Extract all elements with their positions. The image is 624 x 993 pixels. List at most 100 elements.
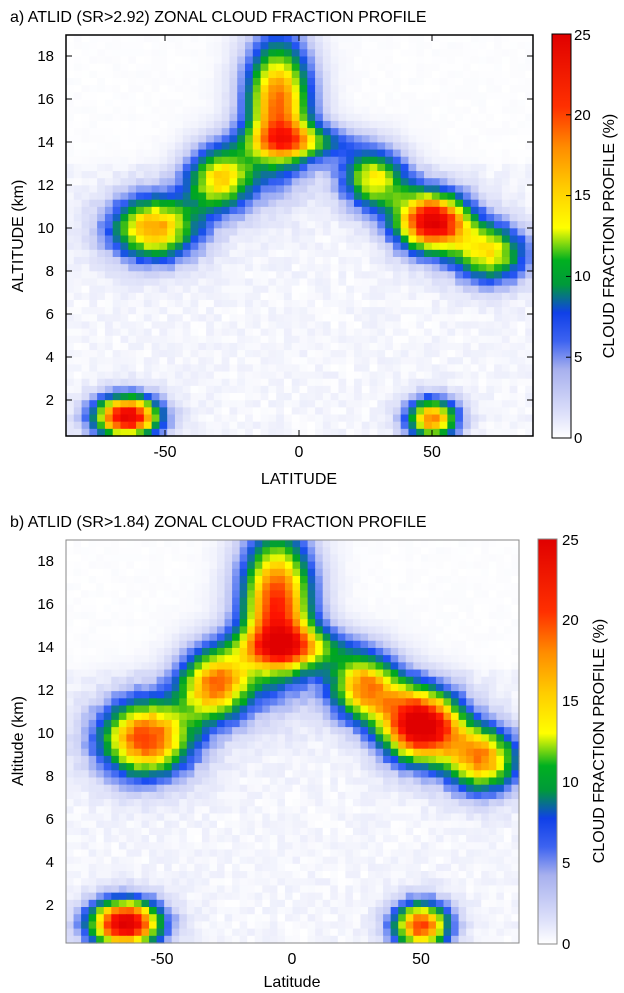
panel-b-heatmap-cell	[511, 590, 520, 599]
panel-a-heatmap-cell	[159, 414, 168, 423]
panel-a-heatmap-cell	[392, 49, 402, 58]
panel-a-heatmap-cell	[455, 199, 464, 208]
panel-a-heatmap-cell	[361, 199, 371, 208]
panel-a-heatmap-cell	[416, 371, 425, 380]
panel-b-heatmap-cell	[443, 662, 452, 671]
panel-a-heatmap-cell	[268, 421, 277, 430]
panel-a-heatmap-cell	[136, 393, 145, 401]
panel-a-heatmap-cell	[252, 378, 262, 387]
panel-a-heatmap-cell	[206, 128, 215, 136]
panel-a-heatmap-cell	[276, 85, 285, 93]
panel-b-heatmap-cell	[141, 568, 150, 577]
panel-b-heatmap-cell	[420, 655, 429, 663]
panel-a-heatmap-cell	[245, 120, 254, 129]
panel-a-heatmap-cell	[431, 70, 441, 79]
panel-a-heatmap-cell	[159, 342, 168, 351]
panel-b-heatmap-cell	[496, 575, 505, 584]
panel-a-heatmap-cell	[151, 385, 160, 394]
panel-a-heatmap-cell	[509, 400, 519, 408]
panel-a-heatmap-cell	[322, 364, 332, 373]
panel-a-heatmap-cell	[447, 178, 456, 186]
panel-a-heatmap-cell	[385, 407, 394, 416]
panel-b-heatmap-cell	[269, 662, 278, 671]
panel-b-heatmap-cell	[194, 662, 203, 671]
panel-a-heatmap-cell	[245, 371, 254, 380]
panel-b-heatmap-cell	[103, 554, 112, 563]
panel-b-heatmap-cell	[88, 547, 97, 555]
panel-a-heatmap-cell	[190, 156, 199, 165]
panel-b-heatmap-cell	[247, 626, 256, 635]
panel-a-heatmap-cell	[385, 321, 394, 330]
panel-a-heatmap-cell	[245, 128, 254, 136]
panel-a-heatmap-cell	[260, 156, 269, 165]
panel-b-heatmap-cell	[352, 655, 362, 663]
panel-a-heatmap-cell	[73, 42, 83, 50]
panel-a-heatmap-cell	[128, 99, 137, 108]
panel-a-heatmap-cell	[221, 385, 231, 394]
panel-a-heatmap-cell	[66, 135, 75, 144]
panel-b-heatmap-cell	[481, 683, 490, 692]
panel-b-heatmap-cell	[466, 540, 475, 548]
panel-a-heatmap-cell	[143, 56, 153, 65]
panel-a-heatmap-cell	[478, 235, 487, 244]
panel-a-heatmap-cell	[346, 342, 355, 351]
panel-b-heatmap-cell	[73, 604, 82, 613]
panel-b-heatmap-cell	[284, 698, 294, 707]
panel-b-heatmap-cell	[269, 676, 278, 685]
panel-a-heatmap-cell	[338, 56, 347, 65]
panel-b-heatmap-cell	[111, 561, 120, 570]
panel-b-heatmap-cell	[322, 691, 331, 699]
panel-b-heatmap-cell	[420, 604, 429, 613]
panel-a-heatmap-cell	[182, 135, 192, 144]
panel-b-heatmap-cell	[66, 568, 75, 577]
panel-a-heatmap-cell	[369, 128, 378, 136]
panel-a-heatmap-cell	[229, 371, 238, 380]
panel-a-heatmap-cell	[190, 235, 199, 244]
panel-a-heatmap-cell	[97, 106, 106, 115]
panel-a-heatmap-cell	[307, 185, 316, 194]
panel-a-heatmap-cell	[151, 321, 160, 330]
panel-a-heatmap-cell	[252, 428, 262, 437]
panel-a-heatmap-cell	[369, 364, 378, 373]
panel-a-heatmap-cell	[252, 106, 262, 115]
panel-b-heatmap-cell	[81, 611, 90, 620]
panel-a-heatmap-cell	[97, 113, 106, 122]
panel-a-heatmap-cell	[299, 414, 308, 423]
panel-b-heatmap-cell	[368, 568, 377, 577]
panel-a-heatmap-cell	[470, 63, 480, 72]
panel-b-heatmap-cell	[269, 626, 278, 635]
panel-b-heatmap-cell	[413, 655, 422, 663]
panel-a-heatmap-cell	[525, 56, 534, 65]
panel-b-heatmap-cell	[360, 705, 369, 714]
panel-b-heatmap-cell	[292, 611, 301, 620]
panel-a-heatmap-cell	[112, 99, 122, 108]
panel-b-heatmap-cell	[420, 561, 429, 570]
panel-a-heatmap-cell	[143, 357, 153, 365]
panel-b-heatmap-cell	[300, 583, 309, 591]
panel-a-heatmap-cell	[104, 171, 114, 179]
panel-a-heatmap-cell	[447, 421, 456, 430]
panel-a-heatmap-cell	[268, 249, 277, 258]
panel-a-heatmap-cell	[136, 113, 145, 122]
panel-a-heatmap-cell	[283, 163, 293, 172]
panel-b-heatmap-cell	[428, 561, 437, 570]
panel-b-heatmap-cell	[284, 590, 294, 599]
panel-a-heatmap-cell	[439, 256, 448, 265]
panel-b-heatmap-cell	[186, 554, 195, 563]
panel-b-heatmap-cell	[88, 597, 97, 606]
panel-a-heatmap-cell	[276, 328, 285, 337]
panel-a-heatmap-cell	[151, 171, 160, 179]
panel-b-heatmap-cell	[186, 727, 195, 735]
panel-b-heatmap-cell	[451, 583, 460, 591]
panel-a-heatmap-cell	[501, 407, 511, 416]
panel-a-heatmap-cell	[245, 249, 254, 258]
panel-a-heatmap-cell	[104, 70, 114, 79]
panel-b-heatmap-cell	[352, 633, 362, 642]
panel-a-heatmap-cell	[112, 285, 122, 294]
panel-a-heatmap-cell	[112, 56, 122, 65]
panel-a-heatmap-cell	[213, 49, 223, 58]
panel-a-heatmap-cell	[120, 242, 129, 251]
panel-a-heatmap-cell	[361, 378, 371, 387]
panel-a-heatmap-cell	[136, 192, 145, 201]
panel-b-heatmap-cell	[473, 540, 482, 548]
